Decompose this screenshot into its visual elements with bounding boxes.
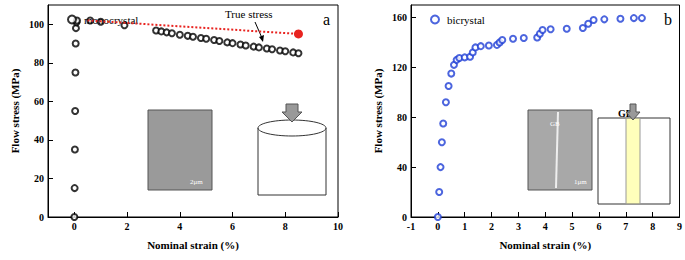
svg-text:40: 40 xyxy=(34,134,44,145)
svg-text:40: 40 xyxy=(397,162,407,173)
svg-text:0: 0 xyxy=(39,212,44,223)
svg-text:20: 20 xyxy=(34,173,44,184)
svg-text:Flow stress (MPa): Flow stress (MPa) xyxy=(372,68,385,153)
svg-text:Nominal strain (%): Nominal strain (%) xyxy=(147,239,239,252)
svg-text:Flow stress (MPa): Flow stress (MPa) xyxy=(9,68,22,153)
svg-text:GB: GB xyxy=(618,107,633,119)
svg-text:2: 2 xyxy=(125,221,130,232)
svg-text:160: 160 xyxy=(392,12,407,23)
svg-text:True stress: True stress xyxy=(225,8,273,20)
svg-text:5: 5 xyxy=(570,221,575,232)
svg-text:10: 10 xyxy=(333,221,343,232)
svg-text:80: 80 xyxy=(397,112,407,123)
svg-text:9: 9 xyxy=(677,221,682,232)
svg-text:6: 6 xyxy=(230,221,235,232)
svg-text:60: 60 xyxy=(34,96,44,107)
svg-text:7: 7 xyxy=(623,221,628,232)
svg-text:a: a xyxy=(323,11,330,28)
svg-text:1μm: 1μm xyxy=(574,178,587,186)
svg-text:bicrystal: bicrystal xyxy=(447,14,485,26)
svg-text:2μm: 2μm xyxy=(190,178,203,186)
svg-text:8: 8 xyxy=(650,221,655,232)
svg-text:monocrystal: monocrystal xyxy=(84,14,138,26)
svg-text:b: b xyxy=(664,11,672,28)
svg-text:80: 80 xyxy=(34,57,44,68)
svg-text:GB: GB xyxy=(550,120,560,128)
svg-text:0: 0 xyxy=(402,211,407,223)
svg-text:Nominal strain (%): Nominal strain (%) xyxy=(499,239,591,252)
svg-text:0: 0 xyxy=(72,221,77,232)
svg-text:3: 3 xyxy=(516,221,521,232)
svg-text:4: 4 xyxy=(543,221,548,232)
svg-text:6: 6 xyxy=(596,221,601,232)
svg-text:-1: -1 xyxy=(407,221,415,232)
svg-text:100: 100 xyxy=(29,19,44,30)
svg-text:8: 8 xyxy=(283,221,288,232)
svg-text:120: 120 xyxy=(392,62,407,73)
svg-text:0: 0 xyxy=(435,221,440,232)
svg-text:1: 1 xyxy=(462,221,467,232)
svg-text:2: 2 xyxy=(489,221,494,232)
svg-text:4: 4 xyxy=(177,221,182,232)
